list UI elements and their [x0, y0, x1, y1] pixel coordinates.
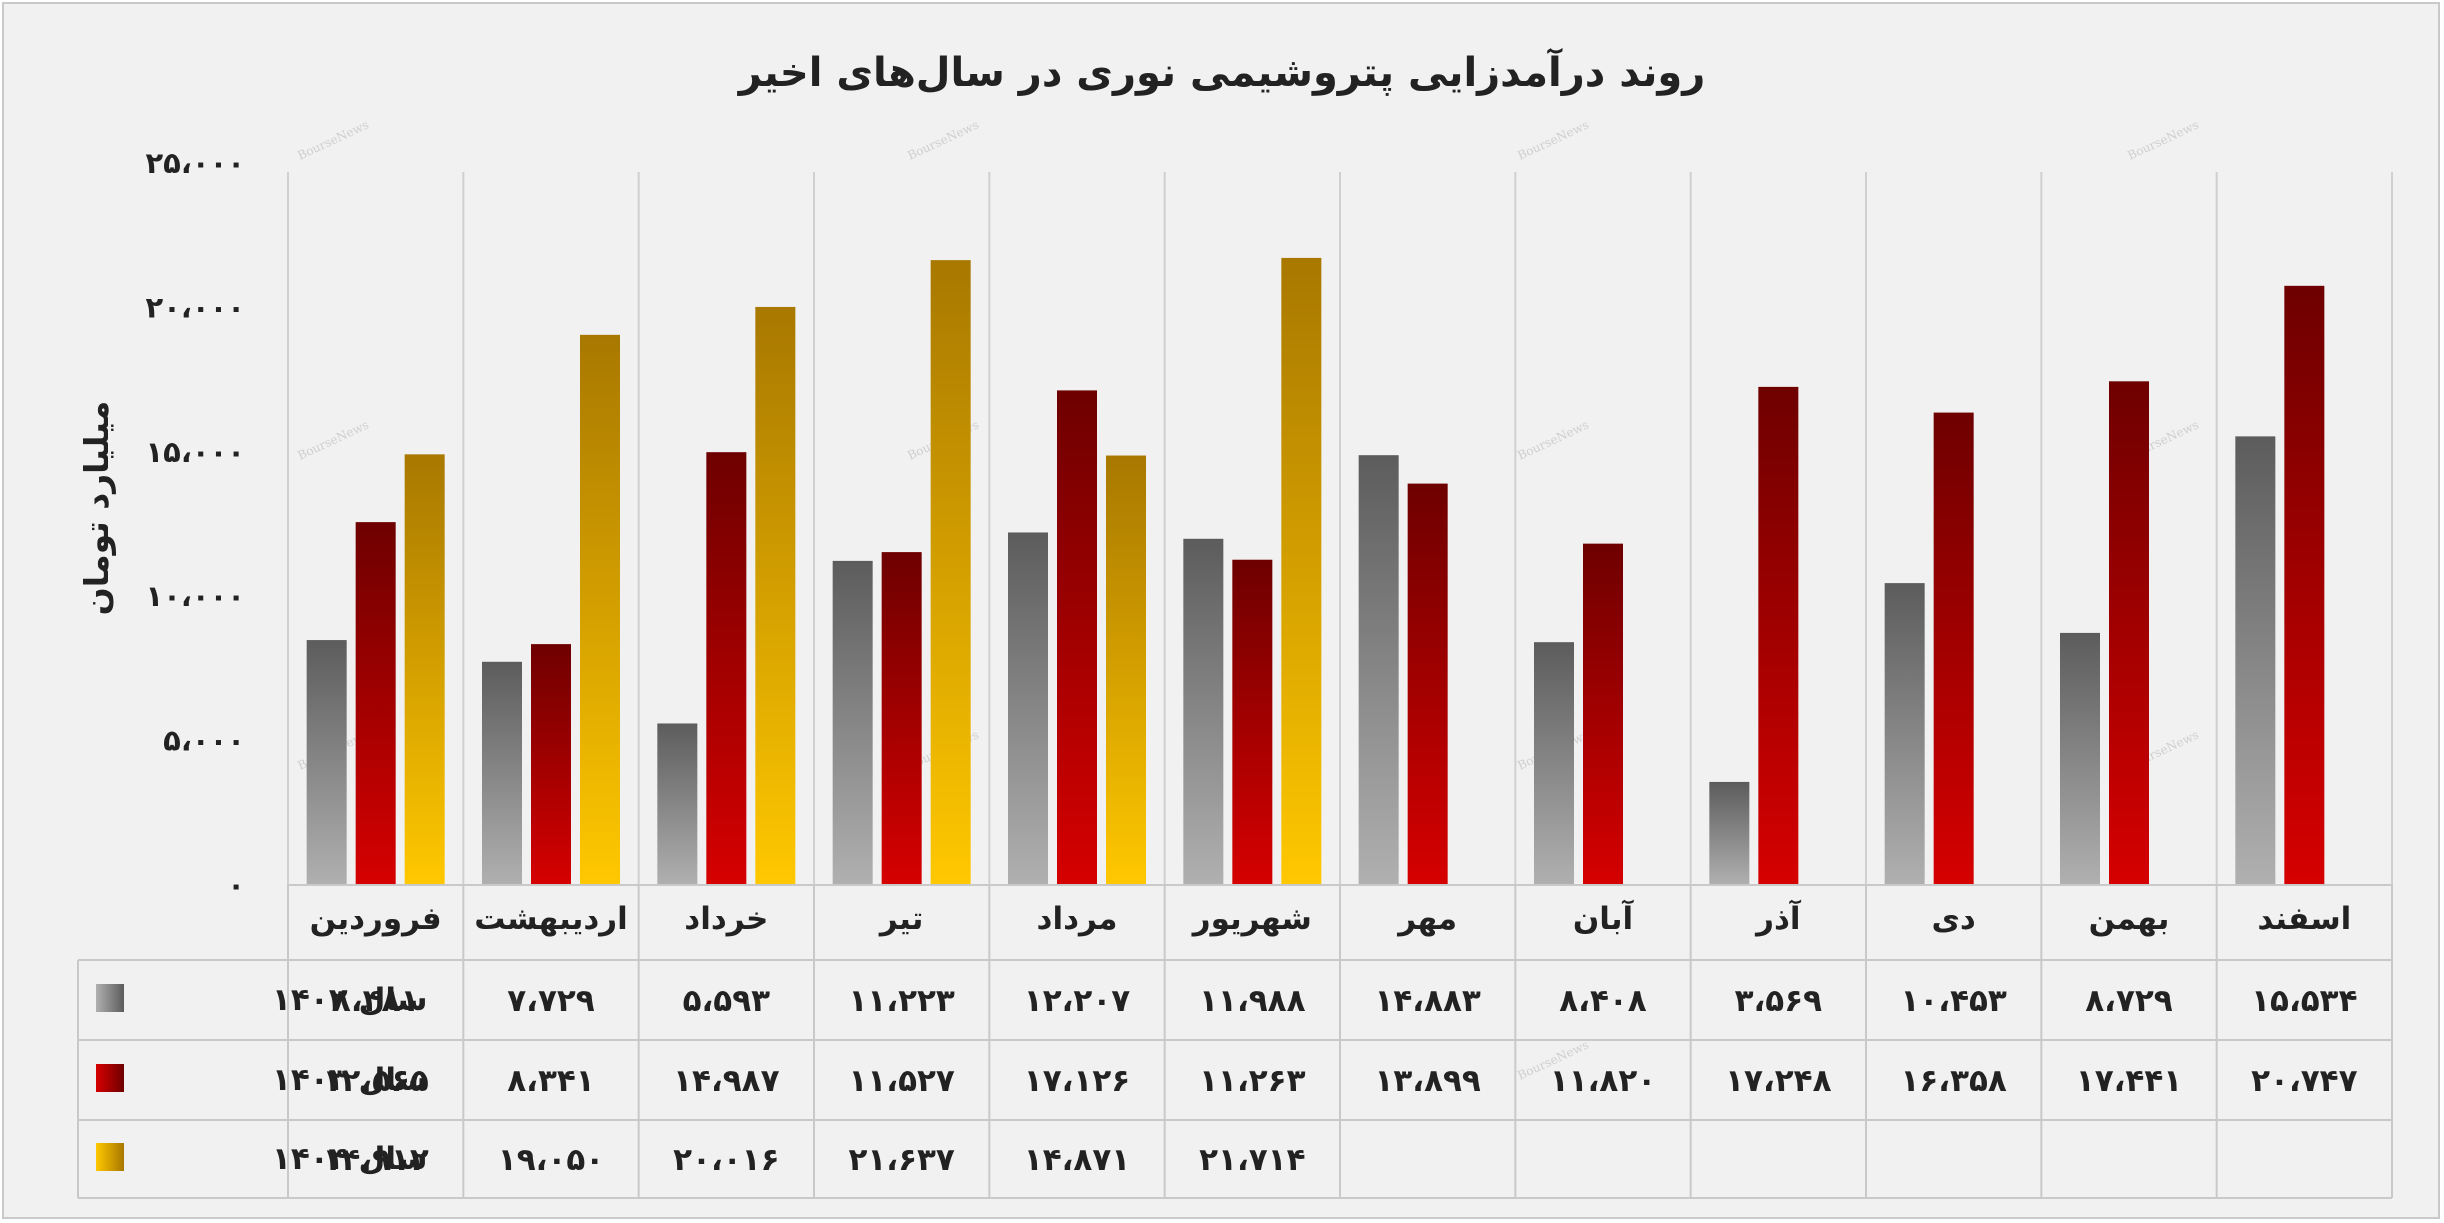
- category-label: دی: [1932, 901, 1976, 937]
- bar: [1358, 455, 1399, 885]
- data-label: ۸،۴۸۱: [332, 983, 419, 1019]
- data-label: ۱۲،۵۶۵: [322, 1063, 428, 1099]
- y-tick-label: ۲۵،۰۰۰: [145, 146, 245, 180]
- y-tick-label: ۵،۰۰۰: [163, 724, 245, 758]
- data-label: ۲۱،۷۱۴: [1199, 1142, 1305, 1178]
- data-label: ۱۰،۴۵۳: [1900, 983, 2006, 1019]
- y-tick-label: ۱۰،۰۰۰: [145, 579, 245, 613]
- y-tick-label: ۱۵،۰۰۰: [145, 435, 245, 469]
- bar: [2284, 285, 2325, 885]
- data-label: ۲۰،۷۴۷: [2251, 1063, 2357, 1099]
- y-axis-label: میلیارد تومان: [77, 401, 117, 616]
- chart-title: روند درآمدزایی پتروشیمی نوری در سال‌های …: [737, 47, 1706, 96]
- data-table: فروردین اردیبهشت خرداد تیر مرداد شهریور مهر آبا…: [77, 884, 2393, 1199]
- legend-label: سال ۱۴۰۲: [272, 982, 428, 1018]
- data-label: ۲۰،۰۱۶: [673, 1142, 779, 1178]
- data-label: ۱۴،۸۸۳: [1374, 983, 1480, 1019]
- bar: [657, 723, 698, 885]
- watermark-text: BourseNews: [2125, 118, 2201, 163]
- bar: [1057, 390, 1097, 885]
- data-label: ۱۱،۵۲۷: [848, 1063, 954, 1099]
- grid-lines: [287, 172, 2393, 885]
- data-label: ۱۷،۲۴۸: [1725, 1063, 1831, 1099]
- bar: [531, 644, 571, 885]
- data-label: ۷،۷۲۹: [507, 983, 595, 1019]
- data-label: ۱۳،۸۹۹: [1374, 1063, 1480, 1099]
- y-tick-label: ۲۰،۰۰۰: [145, 290, 245, 324]
- bar: [2109, 381, 2149, 885]
- category-label: خرداد: [684, 901, 768, 937]
- bar: [706, 452, 747, 885]
- data-label: ۱۹،۰۵۰: [498, 1142, 604, 1178]
- bar: [2235, 436, 2276, 885]
- category-label: مهر: [1396, 901, 1457, 937]
- data-label: ۱۱،۲۶۳: [1199, 1063, 1305, 1099]
- data-label: ۱۱،۲۲۳: [848, 983, 954, 1019]
- bar: [1281, 257, 1322, 886]
- watermark-text: BourseNews: [1515, 418, 1591, 463]
- category-label: فروردین: [310, 901, 442, 937]
- data-label: ۱۱،۹۸۸: [1199, 983, 1305, 1019]
- bar: [1884, 583, 1925, 885]
- category-label: بهمن: [2089, 901, 2170, 937]
- bar: [482, 661, 522, 885]
- data-label: ۵،۵۹۳: [683, 983, 771, 1019]
- y-axis-ticks: ۰ ۵،۰۰۰ ۱۰،۰۰۰ ۱۵،۰۰۰ ۲۰،۰۰۰ ۲۵،۰۰۰: [145, 146, 245, 902]
- bar: [1183, 538, 1224, 885]
- bar: [404, 454, 445, 885]
- legend-label: سال ۱۴۰۳: [272, 1062, 428, 1098]
- data-label: ۱۶،۳۵۸: [1900, 1063, 2006, 1099]
- watermark-text: BourseNews: [295, 118, 371, 163]
- data-label: ۱۴،۹۱۲: [322, 1142, 428, 1178]
- watermark-text: BourseNews: [295, 418, 371, 463]
- data-label: ۱۴،۹۸۷: [673, 1063, 779, 1099]
- data-label: ۳،۵۶۹: [1735, 983, 1823, 1019]
- legend-swatch: [96, 1064, 124, 1092]
- category-label: مرداد: [1037, 901, 1118, 937]
- category-label: آذر: [1754, 899, 1802, 937]
- category-label: اسفند: [2257, 901, 2351, 937]
- bar: [881, 552, 922, 885]
- data-label: ۱۱،۸۲۰: [1550, 1063, 1656, 1099]
- data-label: ۱۴،۸۷۱: [1024, 1142, 1130, 1178]
- category-label: اردیبهشت: [474, 901, 628, 937]
- bar: [580, 334, 620, 885]
- data-label: ۸،۳۴۱: [507, 1063, 594, 1099]
- legend-swatch: [96, 1143, 124, 1171]
- category-label: تیر: [878, 901, 924, 937]
- bar: [1106, 455, 1146, 885]
- data-label: ۸،۷۲۹: [2085, 983, 2173, 1019]
- data-label: ۲۱،۶۳۷: [848, 1142, 954, 1178]
- data-label: ۸،۴۰۸: [1559, 983, 1647, 1019]
- bar: [832, 560, 873, 885]
- bar: [1933, 412, 1974, 885]
- bar: [1407, 483, 1448, 885]
- data-label: ۱۷،۱۲۶: [1024, 1063, 1130, 1099]
- bar: [1534, 642, 1574, 885]
- bar: [1758, 386, 1799, 885]
- bar: [1709, 781, 1750, 885]
- category-label: آبان: [1573, 899, 1635, 937]
- legend-label: سال ۱۴۰۴: [272, 1141, 428, 1177]
- watermark-text: BourseNews: [1515, 118, 1591, 163]
- bar: [1232, 559, 1273, 885]
- bar: [1583, 543, 1623, 885]
- y-tick-label: ۰: [227, 868, 245, 902]
- bar: [755, 306, 796, 885]
- category-label: شهریور: [1191, 901, 1312, 937]
- watermark-text: BourseNews: [905, 118, 981, 163]
- bars: [306, 257, 2325, 886]
- bar: [355, 522, 396, 885]
- bar: [2060, 632, 2100, 885]
- data-label: ۱۵،۵۳۴: [2251, 983, 2357, 1019]
- data-label: ۱۷،۴۴۱: [2076, 1063, 2182, 1099]
- data-label: ۱۲،۲۰۷: [1024, 983, 1130, 1019]
- bar: [930, 260, 971, 886]
- legend-swatch: [96, 984, 124, 1012]
- bar: [1008, 532, 1048, 885]
- bar: [306, 640, 347, 885]
